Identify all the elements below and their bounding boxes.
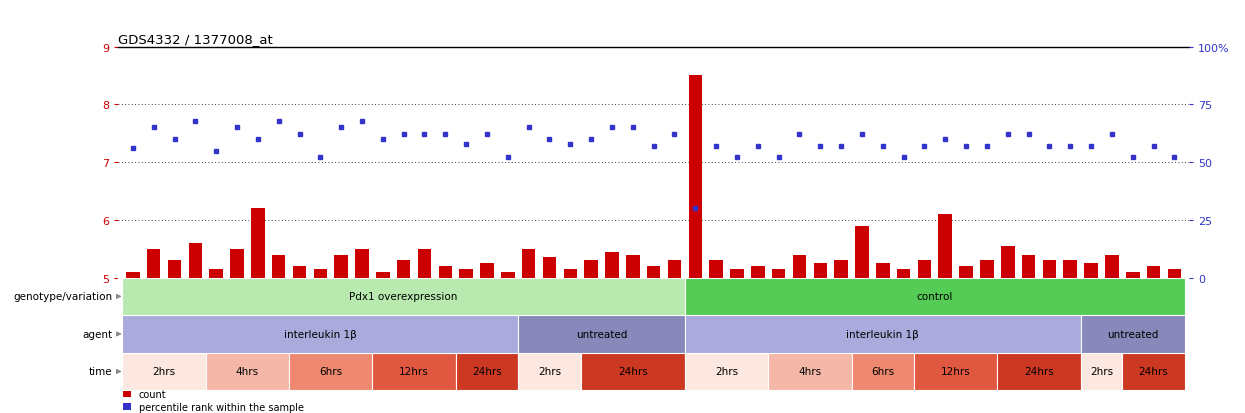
Bar: [230, 249, 244, 278]
Bar: [522, 249, 535, 278]
Text: 24hrs: 24hrs: [1139, 367, 1169, 377]
Bar: [834, 261, 848, 278]
Text: Pdx1 overexpression: Pdx1 overexpression: [350, 292, 458, 301]
Bar: [293, 266, 306, 278]
Bar: [456, 353, 518, 390]
Bar: [397, 261, 411, 278]
Bar: [372, 353, 456, 390]
Bar: [768, 353, 852, 390]
Bar: [1063, 261, 1077, 278]
Bar: [122, 316, 518, 353]
Bar: [271, 255, 285, 278]
Bar: [1022, 255, 1036, 278]
Bar: [418, 249, 431, 278]
Bar: [896, 269, 910, 278]
Bar: [793, 255, 807, 278]
Text: 2hrs: 2hrs: [538, 367, 561, 377]
Bar: [122, 353, 205, 390]
Bar: [685, 278, 1185, 316]
Text: 12hrs: 12hrs: [941, 367, 971, 377]
Bar: [209, 269, 223, 278]
Bar: [314, 269, 327, 278]
Text: 12hrs: 12hrs: [400, 367, 430, 377]
Text: agent: agent: [82, 329, 112, 339]
Bar: [126, 272, 139, 278]
Bar: [1001, 246, 1015, 278]
Bar: [997, 353, 1081, 390]
Bar: [188, 243, 202, 278]
Text: 4hrs: 4hrs: [235, 367, 259, 377]
Bar: [1084, 263, 1098, 278]
Text: 24hrs: 24hrs: [618, 367, 647, 377]
Bar: [438, 266, 452, 278]
Bar: [710, 261, 723, 278]
Bar: [914, 353, 997, 390]
Text: genotype/variation: genotype/variation: [12, 292, 112, 301]
Bar: [500, 272, 514, 278]
Bar: [1106, 255, 1119, 278]
Bar: [918, 261, 931, 278]
Bar: [626, 255, 640, 278]
Text: GDS4332 / 1377008_at: GDS4332 / 1377008_at: [118, 33, 273, 46]
Text: 24hrs: 24hrs: [472, 367, 502, 377]
Bar: [459, 269, 473, 278]
Bar: [852, 353, 914, 390]
Bar: [685, 353, 768, 390]
Bar: [481, 263, 494, 278]
Bar: [580, 353, 685, 390]
Bar: [251, 209, 265, 278]
Bar: [289, 353, 372, 390]
Text: 4hrs: 4hrs: [798, 367, 822, 377]
Bar: [855, 226, 869, 278]
Bar: [730, 269, 743, 278]
Bar: [605, 252, 619, 278]
Bar: [688, 76, 702, 278]
Bar: [355, 249, 369, 278]
Text: 6hrs: 6hrs: [319, 367, 342, 377]
Text: untreated: untreated: [1107, 329, 1158, 339]
Text: 6hrs: 6hrs: [872, 367, 894, 377]
Bar: [564, 269, 578, 278]
Text: 24hrs: 24hrs: [1025, 367, 1053, 377]
Bar: [1168, 269, 1182, 278]
Bar: [772, 269, 786, 278]
Bar: [685, 316, 1081, 353]
Bar: [168, 261, 182, 278]
Text: 2hrs: 2hrs: [715, 367, 738, 377]
Text: interleukin 1β: interleukin 1β: [847, 329, 919, 339]
Bar: [584, 261, 598, 278]
Bar: [939, 215, 952, 278]
Bar: [1081, 316, 1185, 353]
Bar: [376, 272, 390, 278]
Text: 2hrs: 2hrs: [1089, 367, 1113, 377]
Text: 2hrs: 2hrs: [153, 367, 176, 377]
Legend: count, percentile rank within the sample: count, percentile rank within the sample: [123, 389, 304, 412]
Bar: [1042, 261, 1056, 278]
Bar: [1125, 272, 1139, 278]
Bar: [960, 266, 972, 278]
Text: control: control: [916, 292, 952, 301]
Bar: [518, 353, 580, 390]
Bar: [751, 266, 764, 278]
Bar: [147, 249, 161, 278]
Text: interleukin 1β: interleukin 1β: [284, 329, 357, 339]
Bar: [647, 266, 660, 278]
Bar: [543, 258, 557, 278]
Bar: [122, 278, 685, 316]
Bar: [1122, 353, 1185, 390]
Bar: [667, 261, 681, 278]
Bar: [876, 263, 889, 278]
Bar: [1081, 353, 1122, 390]
Bar: [980, 261, 994, 278]
Bar: [518, 316, 685, 353]
Bar: [335, 255, 347, 278]
Bar: [813, 263, 827, 278]
Text: time: time: [88, 367, 112, 377]
Bar: [1147, 266, 1160, 278]
Text: untreated: untreated: [576, 329, 627, 339]
Bar: [205, 353, 289, 390]
